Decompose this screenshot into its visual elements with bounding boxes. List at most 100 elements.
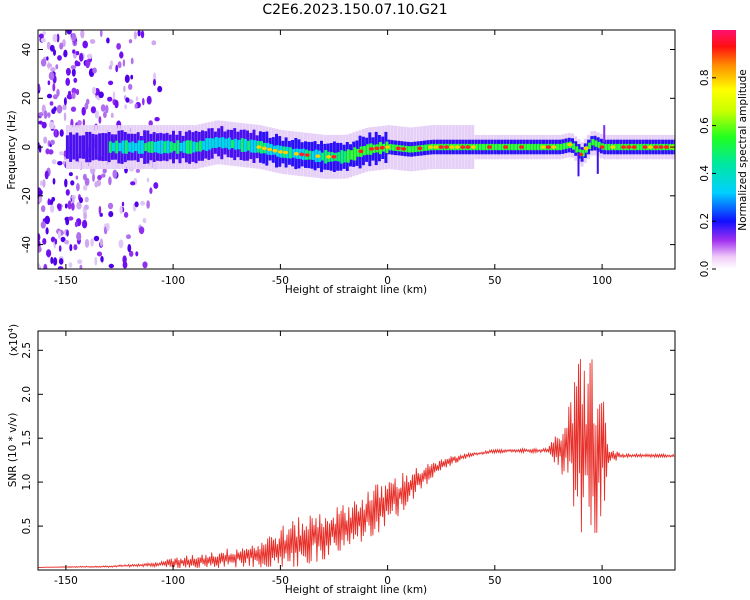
noise-blob <box>58 245 62 252</box>
ridge-peak <box>299 152 305 157</box>
ridge-core <box>346 149 350 163</box>
noise-blob <box>140 30 145 39</box>
noise-blob <box>48 71 55 81</box>
noise-blob <box>106 37 110 44</box>
noise-blob <box>48 149 54 155</box>
noise-blob <box>116 43 121 50</box>
ridge-core <box>292 149 296 158</box>
noise-blob <box>72 49 76 54</box>
noise-blob <box>44 215 50 225</box>
noise-blob <box>52 83 56 92</box>
noise-blob <box>84 196 89 203</box>
ridge-core <box>321 152 325 161</box>
noise-blob <box>124 104 128 110</box>
ridge-core <box>597 141 601 149</box>
noise-blob <box>154 117 160 122</box>
ridge-core <box>211 138 215 148</box>
noise-blob <box>84 177 90 186</box>
ridge-peak <box>374 146 380 151</box>
ridge-core <box>231 139 234 149</box>
ridge-core <box>530 143 534 151</box>
noise-blob <box>122 59 126 67</box>
noise-blob <box>138 226 145 235</box>
ridge-peak <box>546 145 551 149</box>
ridge-core <box>186 140 189 154</box>
ridge-core <box>498 143 502 151</box>
noise-blob <box>63 49 68 58</box>
ridge-peak <box>369 147 374 151</box>
ridge-core <box>639 143 643 151</box>
ridge-peak <box>272 148 278 153</box>
ridge-peak <box>583 146 589 151</box>
ridge-peak <box>503 145 509 149</box>
noise-blob <box>47 198 51 206</box>
ridge-core <box>150 141 154 153</box>
ridge-core <box>562 143 566 150</box>
noise-blob <box>115 64 119 73</box>
noise-blob <box>110 60 114 67</box>
ridge-core <box>144 143 148 152</box>
noise-blob <box>41 121 47 129</box>
noise-blob <box>79 52 84 62</box>
noise-blob <box>59 42 64 50</box>
ridge-peak <box>487 145 492 149</box>
ridge-core <box>353 147 357 161</box>
ridge-peak <box>465 145 471 149</box>
noise-blob <box>68 172 73 177</box>
ridge-core <box>198 140 202 152</box>
ridge-core <box>182 141 186 153</box>
noise-blob <box>46 41 51 50</box>
ridge-core <box>404 145 408 153</box>
noise-blob <box>151 40 157 46</box>
ridge-outer <box>78 135 82 159</box>
ridge-peak <box>658 145 664 149</box>
ridge-outer <box>94 134 98 160</box>
noise-blob <box>134 103 138 109</box>
ridge-core <box>420 145 424 152</box>
noise-blob <box>69 244 73 252</box>
noise-blob <box>40 58 47 67</box>
noise-blob <box>59 151 65 156</box>
ridge-core <box>588 142 592 149</box>
noise-blob <box>100 30 103 38</box>
noise-blob <box>102 168 107 174</box>
ridge-core <box>192 141 196 153</box>
noise-blob <box>52 94 58 100</box>
ridge-peak <box>277 150 283 154</box>
x-tick-label: 50 <box>488 275 501 287</box>
y-tick-label: 1.5 <box>21 430 33 447</box>
spectrogram-xlabel: Height of straight line (km) <box>285 284 427 296</box>
noise-blob <box>79 197 83 204</box>
ridge-peak <box>519 145 525 149</box>
ridge-core <box>124 140 128 154</box>
ridge-outer <box>104 133 108 161</box>
noise-blob <box>84 239 90 248</box>
ridge-outer <box>101 133 105 162</box>
spectrogram-frame <box>37 29 676 270</box>
noise-blob <box>96 251 103 257</box>
noise-blob <box>76 232 82 241</box>
ridge-outer <box>69 132 73 162</box>
ridge-core <box>617 143 621 151</box>
noise-blob <box>43 110 48 119</box>
ridge-core <box>356 148 360 157</box>
ridge-core <box>224 138 228 148</box>
x-tick-label: 100 <box>592 575 612 587</box>
noise-blob <box>90 106 96 114</box>
ridge-peak <box>454 145 460 149</box>
ridge-core <box>202 140 206 150</box>
noise-blob <box>106 222 110 232</box>
ridge-core <box>436 143 440 151</box>
noise-blob <box>56 104 63 114</box>
noise-blob <box>71 87 77 95</box>
y-tick-label: 40 <box>21 43 33 56</box>
snr-multiplier: (x104) <box>7 324 20 356</box>
ridge-peak <box>428 145 433 149</box>
ridge-peak <box>283 150 289 155</box>
ridge-peak <box>610 145 616 149</box>
noise-blob <box>75 175 79 180</box>
ridge-core <box>388 144 392 151</box>
noise-blob <box>57 230 62 240</box>
spectrogram-ylabel: Frequency (Hz) <box>6 110 18 189</box>
